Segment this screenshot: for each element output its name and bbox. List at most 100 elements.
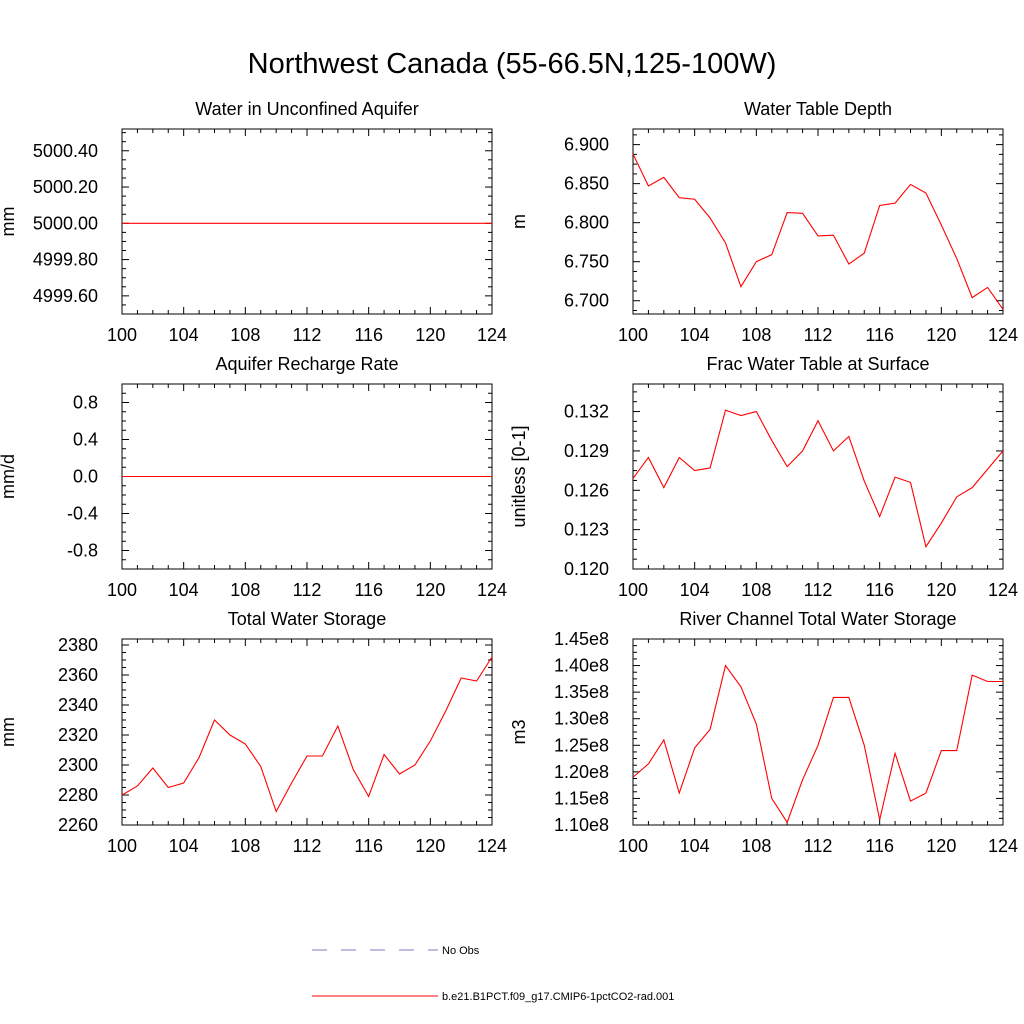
figure-title: Northwest Canada (55-66.5N,125-100W): [247, 48, 777, 80]
y-tick-label: 2340: [58, 695, 98, 715]
x-tick-label: 100: [107, 580, 137, 600]
y-tick-label: 1.45e8: [554, 629, 609, 649]
legend-obs-label: No Obs: [442, 945, 480, 957]
panel-4: Frac Water Table at Surface unitless [0-1…: [509, 354, 1018, 600]
y-tick-label: 2280: [58, 785, 98, 805]
x-tick-label: 112: [293, 325, 322, 345]
y-tick-label: 1.10e8: [554, 815, 609, 835]
series-line: [632, 664, 1003, 824]
x-tick-label: 108: [230, 325, 260, 345]
series-line: [632, 153, 1004, 310]
y-tick-label: 1.40e8: [554, 656, 609, 676]
y-tick-label: 1.35e8: [554, 682, 609, 702]
y-tick-label: 0.4: [73, 430, 98, 450]
x-tick-label: 124: [477, 580, 507, 600]
panel-3: Aquifer Recharge Rate mm/d 100 104 108 112 116…: [0, 354, 507, 600]
x-tick-label: 120: [926, 836, 956, 856]
y-tick-label: 1.30e8: [554, 709, 609, 729]
y-axis-label: unitless [0-1]: [509, 425, 529, 527]
x-tick-label: 112: [804, 580, 833, 600]
y-tick-label: 5000.00: [33, 213, 98, 233]
y-axis-label: mm/d: [0, 454, 18, 499]
x-tick-label: 108: [230, 836, 260, 856]
panels: Water in Unconfined Aquifer mm 100 104 108 11…: [0, 99, 1018, 856]
x-tick-label: 112: [293, 580, 322, 600]
x-tick-label: 116: [354, 836, 383, 856]
y-axis-label: m3: [509, 719, 529, 744]
y-tick-label: 4999.80: [33, 250, 98, 270]
x-tick-label: 120: [415, 580, 445, 600]
y-tick-label: 2380: [58, 635, 98, 655]
y-tick-label: -0.4: [67, 504, 98, 524]
y-tick-label: 6.900: [564, 135, 609, 155]
x-tick-label: 124: [988, 580, 1018, 600]
x-tick-label: 100: [618, 836, 648, 856]
x-tick-label: 100: [107, 325, 137, 345]
panel-title: Aquifer Recharge Rate: [215, 354, 398, 374]
x-tick-label: 116: [865, 836, 894, 856]
x-tick-label: 112: [804, 325, 833, 345]
y-tick-label: 2320: [58, 725, 98, 745]
y-tick-label: 1.15e8: [554, 788, 609, 808]
panel-5: Total Water Storage mm 100 104 108 112 116 120 1…: [0, 609, 507, 856]
x-tick-label: 108: [741, 836, 771, 856]
x-tick-label: 124: [988, 325, 1018, 345]
x-tick-label: 100: [618, 325, 648, 345]
panel-6: River Channel Total Water Storage m3 100 10…: [509, 609, 1018, 856]
y-tick-label: 2360: [58, 665, 98, 685]
panel-title: Water Table Depth: [744, 99, 892, 119]
y-axis-label: m: [509, 214, 529, 229]
y-tick-label: 6.750: [564, 252, 609, 272]
plot-frame: [121, 128, 493, 315]
panel-title: Water in Unconfined Aquifer: [195, 99, 418, 119]
x-tick-label: 120: [926, 325, 956, 345]
panel-title: Total Water Storage: [228, 609, 386, 629]
x-tick-label: 116: [354, 580, 383, 600]
x-tick-label: 104: [680, 580, 710, 600]
x-tick-label: 124: [988, 836, 1018, 856]
x-tick-label: 116: [354, 325, 383, 345]
x-tick-label: 120: [415, 325, 445, 345]
plot-frame: [632, 383, 1004, 570]
y-tick-label: 0.132: [564, 402, 609, 422]
y-tick-label: 0.123: [564, 520, 609, 540]
x-tick-label: 108: [230, 580, 260, 600]
x-tick-label: 116: [865, 325, 894, 345]
x-tick-label: 104: [169, 325, 199, 345]
x-tick-label: 108: [741, 580, 771, 600]
y-tick-label: 5000.40: [33, 141, 98, 161]
y-tick-label: 2260: [58, 815, 98, 835]
y-tick-label: 6.700: [564, 291, 609, 311]
panel-2: Water Table Depth m 100 104 108 112 116 120 124 6…: [509, 99, 1018, 345]
x-tick-label: 100: [618, 580, 648, 600]
y-tick-label: 0.8: [73, 393, 98, 413]
y-tick-label: 0.126: [564, 480, 609, 500]
legend: No Obs b.e21.B1PCT.f09_g17.CMIP6-1pctCO2…: [312, 945, 674, 1003]
panel-title: Frac Water Table at Surface: [706, 354, 929, 374]
y-axis-label: mm: [0, 207, 18, 237]
x-tick-label: 104: [169, 836, 199, 856]
plot-frame: [121, 638, 493, 826]
plot-frame: [632, 638, 1004, 826]
x-tick-label: 120: [926, 580, 956, 600]
panel-1: Water in Unconfined Aquifer mm 100 104 108 11…: [0, 99, 507, 345]
legend-model-label: b.e21.B1PCT.f09_g17.CMIP6-1pctCO2-rad.00…: [442, 991, 674, 1003]
panel-title: River Channel Total Water Storage: [679, 609, 956, 629]
x-tick-label: 116: [865, 580, 894, 600]
x-tick-label: 108: [741, 325, 771, 345]
x-tick-label: 104: [680, 836, 710, 856]
y-tick-label: 0.120: [564, 559, 609, 579]
y-tick-label: 6.850: [564, 174, 609, 194]
y-tick-label: 0.129: [564, 441, 609, 461]
y-tick-label: 4999.60: [33, 286, 98, 306]
x-tick-label: 112: [293, 836, 322, 856]
x-tick-label: 124: [477, 836, 507, 856]
y-tick-label: 2300: [58, 755, 98, 775]
y-tick-label: -0.8: [67, 541, 98, 561]
series-line: [121, 656, 493, 813]
y-tick-label: 5000.20: [33, 177, 98, 197]
x-tick-label: 112: [804, 836, 833, 856]
y-axis-label: mm: [0, 717, 18, 747]
x-tick-label: 100: [107, 836, 137, 856]
